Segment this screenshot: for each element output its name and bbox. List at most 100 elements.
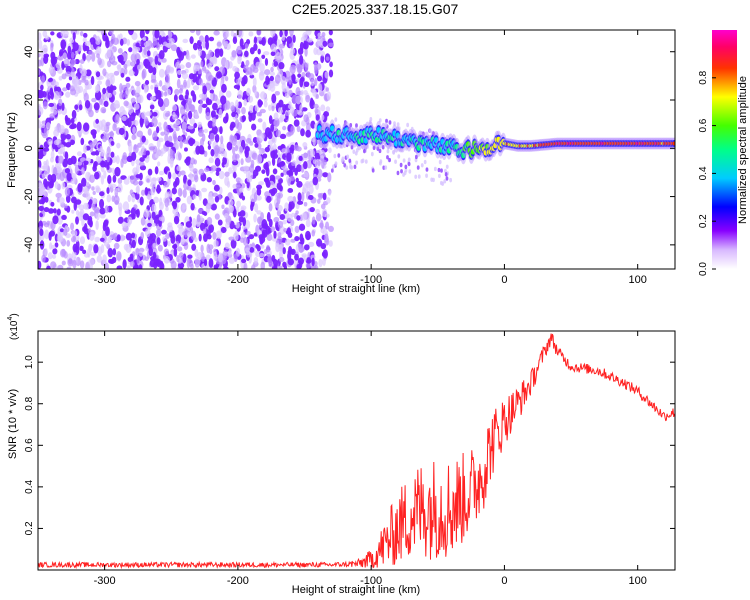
spectrogram-noise-cell — [172, 114, 178, 121]
spectrogram-noise-cell — [214, 49, 220, 58]
spectrogram-y-tick-label: -40 — [23, 237, 35, 253]
spectrogram-noise-cell — [114, 166, 121, 177]
snr-background — [38, 331, 675, 570]
spectrogram-noise-cell — [173, 94, 178, 103]
spectrogram-noise-cell — [134, 80, 141, 87]
spectrogram-noise-cell — [184, 147, 188, 152]
spectrogram-noise-cell — [215, 171, 220, 177]
spectrogram-noise-cell — [64, 187, 71, 197]
spectrogram-noise-cell — [182, 139, 189, 145]
spectrogram-noise-cell — [228, 167, 233, 174]
spectrogram-noise-cell — [70, 117, 75, 124]
spectrogram-noise-cell — [43, 55, 49, 64]
spectrogram-noise-cell — [176, 69, 183, 76]
spectrogram-noise-cell — [272, 143, 277, 151]
spectrogram-noise-cell — [318, 193, 323, 200]
spectrogram-noise-cell — [214, 134, 220, 143]
spectrogram-noise-cell — [79, 59, 85, 65]
spectrogram-noise-cell — [163, 255, 170, 264]
spectrogram-sparse-cell — [402, 158, 406, 163]
spectrogram-noise-cell — [158, 80, 163, 87]
spectrogram-noise-cell — [306, 38, 313, 43]
spectrogram-noise-cell — [218, 108, 223, 119]
spectrogram-noise-cell — [287, 195, 294, 202]
spectrogram-noise-cell — [263, 51, 270, 56]
spectrogram-noise-cell — [100, 160, 106, 168]
spectrogram-noise-cell — [254, 203, 259, 213]
spectrogram-noise-cell — [207, 196, 215, 206]
spectrogram-noise-cell — [82, 53, 86, 62]
spectrogram-noise-cell — [95, 220, 99, 231]
spectrogram-noise-cell — [165, 43, 172, 48]
spectrogram-noise-cell — [225, 30, 230, 38]
spectrogram-noise-cell — [271, 156, 276, 167]
spectrogram-noise-cell — [311, 257, 315, 267]
spectrogram-noise-cell — [258, 181, 265, 186]
spectrogram-sparse-cell — [414, 174, 418, 179]
spectrogram-noise-cell — [106, 194, 112, 203]
spectrogram-noise-cell — [93, 161, 98, 168]
spectrogram-y-tick-label: -20 — [23, 189, 35, 205]
spectrogram-noise-cell — [302, 152, 309, 161]
spectrogram-noise-cell — [310, 149, 315, 158]
spectrogram-noise-cell — [93, 206, 100, 213]
spectrogram-noise-cell — [220, 95, 227, 105]
snr-x-tick-label: 0 — [501, 575, 507, 587]
spectrogram-noise-cell — [49, 230, 55, 237]
spectrogram-noise-cell — [320, 54, 325, 64]
spectrogram-noise-cell — [230, 238, 237, 249]
spectrogram-noise-cell — [255, 244, 260, 249]
spectrogram-noise-cell — [140, 189, 146, 196]
spectrogram-noise-cell — [175, 196, 181, 203]
spectrogram-noise-cell — [249, 165, 255, 173]
spectrogram-noise-cell — [235, 99, 239, 108]
spectrogram-noise-cell — [295, 177, 299, 183]
spectrogram-noise-cell — [149, 104, 155, 110]
spectrogram-noise-cell — [205, 97, 210, 106]
spectrogram-noise-cell — [256, 36, 263, 42]
spectrogram-noise-cell — [214, 213, 220, 220]
spectrogram-sparse-cell — [350, 145, 354, 150]
spectrogram-noise-cell — [212, 94, 218, 102]
spectrogram-noise-cell — [156, 237, 161, 245]
spectrogram-noise-cell — [177, 223, 184, 229]
spectrogram-noise-cell — [83, 252, 90, 258]
spectrogram-noise-cell — [200, 244, 204, 253]
spectrogram-noise-cell — [163, 168, 169, 173]
spectrogram-noise-cell — [274, 91, 280, 96]
spectrogram-noise-cell — [271, 254, 276, 263]
spectrogram-noise-cell — [326, 197, 331, 204]
spectrogram-noise-cell — [236, 200, 241, 208]
spectrogram-noise-cell — [138, 251, 144, 257]
spectrogram-noise-cell — [152, 111, 158, 117]
spectrogram-noise-cell — [285, 85, 290, 93]
spectrogram-noise-cell — [315, 208, 320, 215]
spectrogram-noise-cell — [108, 131, 115, 137]
spectrogram-noise-cell — [111, 167, 115, 174]
spectrogram-noise-cell — [320, 203, 326, 210]
spectrogram-noise-cell — [187, 254, 193, 259]
spectrogram-noise-cell — [102, 222, 107, 232]
spectrogram-noise-cell — [135, 185, 140, 194]
spectrogram-noise-cell — [328, 240, 333, 247]
spectrogram-noise-cell — [219, 142, 225, 152]
spectrogram-noise-cell — [284, 202, 289, 212]
spectrogram-noise-cell — [38, 39, 43, 50]
spectrogram-noise-cell — [311, 229, 316, 237]
spectrogram-noise-cell — [244, 149, 249, 158]
spectrogram-noise-cell — [43, 169, 49, 178]
spectrogram-noise-cell — [296, 125, 301, 133]
spectrogram-noise-cell — [111, 85, 117, 91]
spectrogram-noise-cell — [248, 104, 255, 114]
spectrogram-noise-cell — [156, 42, 161, 50]
spectrogram-noise-cell — [141, 135, 146, 143]
spectrogram-noise-cell — [103, 170, 107, 179]
spectrogram-noise-cell — [204, 167, 210, 172]
spectrogram-noise-cell — [177, 187, 183, 197]
spectrogram-noise-cell — [132, 167, 138, 175]
spectrogram-noise-cell — [210, 110, 216, 118]
spectrogram-noise-cell — [305, 230, 311, 241]
spectrogram-noise-cell — [102, 254, 107, 265]
spectrogram-noise-cell — [167, 240, 171, 247]
spectrogram-noise-cell — [301, 212, 307, 221]
